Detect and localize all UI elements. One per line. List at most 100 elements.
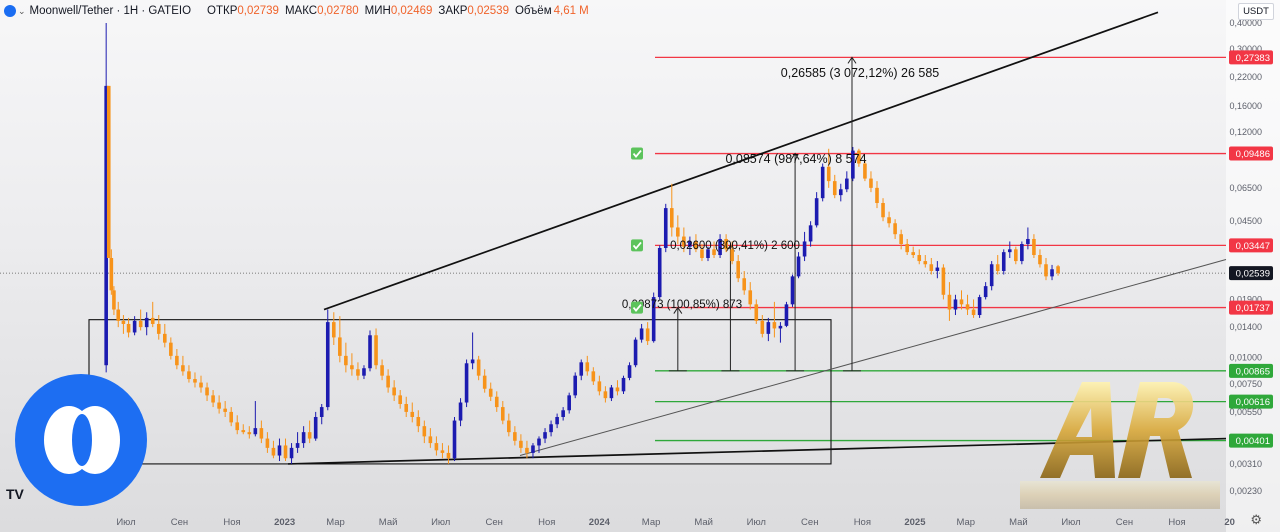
candle-body: [223, 408, 227, 412]
price-level-tag[interactable]: [1229, 146, 1273, 161]
x-tick-label: Май: [379, 517, 398, 528]
last-price-tag[interactable]: [1229, 266, 1273, 281]
candle-body: [881, 203, 885, 218]
candle-body: [911, 252, 916, 256]
candle-body: [778, 325, 783, 329]
x-tick-label: Июл: [1061, 517, 1080, 528]
candle-body: [440, 450, 445, 453]
candle-body: [313, 416, 318, 439]
candle-body: [1007, 249, 1012, 253]
candle-body: [549, 424, 553, 433]
candle-body: [422, 426, 427, 437]
x-tick-label: Июл: [747, 517, 766, 528]
candle-body: [265, 438, 270, 448]
candle-body: [205, 387, 209, 396]
x-tick-label: 2025: [904, 517, 926, 528]
candle-body: [344, 355, 348, 366]
candle-body: [929, 264, 934, 271]
x-tick-label: Сен: [485, 517, 502, 528]
measure-arrowhead: [847, 56, 857, 64]
candle-body: [748, 290, 753, 305]
candle-body: [700, 249, 704, 258]
chevron-down-icon[interactable]: ⌄: [18, 5, 26, 16]
candle-body: [694, 241, 698, 250]
accumulation-box[interactable]: [88, 319, 832, 465]
currency-selector[interactable]: USDT: [1238, 3, 1274, 20]
candle-body: [712, 249, 716, 256]
candle-body: [494, 396, 499, 408]
x-tick-label: Сен: [1116, 517, 1133, 528]
candle-body: [229, 411, 233, 423]
candle-body: [869, 178, 873, 188]
low-label: МИН: [364, 5, 391, 17]
price-level-tag[interactable]: [1229, 50, 1273, 65]
y-tick-label: 0,00550: [1229, 407, 1262, 417]
candle-body: [163, 333, 167, 343]
candle-body: [187, 371, 191, 380]
candle-body: [977, 297, 982, 316]
candle-body: [953, 299, 958, 310]
tradingview-logo-icon[interactable]: TV: [6, 486, 24, 502]
candle-body: [730, 249, 734, 262]
candle-body: [941, 267, 946, 295]
measurement-label: 0,08574 (987,64%) 8 574: [725, 152, 866, 166]
upper-trend-line[interactable]: [323, 11, 1159, 311]
candle-body: [863, 163, 867, 179]
candle-body: [826, 166, 831, 182]
price-level-tag[interactable]: [1229, 238, 1273, 253]
candle-body: [217, 402, 221, 409]
price-level-value: 0,00401: [1236, 436, 1270, 447]
check-mark: [632, 149, 642, 158]
price-level-tag[interactable]: [1229, 433, 1273, 448]
candle-body: [398, 395, 402, 405]
y-tick-label: 0,30000: [1229, 44, 1262, 54]
candle-body: [132, 320, 137, 333]
candle-body: [561, 410, 565, 417]
candle-body: [971, 309, 976, 316]
candle-body: [718, 238, 722, 256]
candle-body: [277, 445, 282, 456]
candle-body: [241, 430, 246, 433]
x-tick-label: 2023: [274, 517, 295, 528]
last-price-value: 0,02539: [1236, 269, 1270, 280]
candle-body: [301, 432, 306, 444]
y-tick-label: 0,12000: [1229, 127, 1262, 137]
price-level-tag[interactable]: [1229, 363, 1273, 378]
price-level-tag[interactable]: [1229, 300, 1273, 315]
y-tick-label: 0,40000: [1229, 18, 1262, 28]
candle-body: [543, 432, 547, 439]
y-tick-label: 0,01400: [1229, 322, 1262, 332]
candle-body: [1050, 269, 1054, 277]
x-tick-label: Ноя: [854, 517, 871, 528]
candle-body: [820, 166, 825, 199]
candle-body: [482, 375, 487, 389]
x-tick-label: Мар: [642, 517, 661, 528]
gear-icon[interactable]: ⚙: [1250, 512, 1262, 527]
candle-body: [121, 320, 126, 324]
support-trend-line[interactable]: [519, 259, 1227, 457]
candle-body: [688, 241, 692, 247]
candle-body: [609, 387, 614, 399]
candle-body: [392, 387, 396, 396]
check-icon: [631, 239, 643, 252]
candle-body: [875, 187, 879, 204]
candle-body: [838, 189, 843, 196]
candle-body: [126, 323, 131, 333]
candle-body: [585, 362, 590, 372]
measure-arrowhead: [790, 152, 800, 160]
candle-body: [416, 416, 421, 427]
y-tick-label: 0,01000: [1229, 353, 1262, 363]
price-level-tag[interactable]: [1229, 394, 1273, 409]
x-tick-label: Мар: [957, 517, 976, 528]
candle-body: [307, 432, 312, 439]
price-level-value: 0,27383: [1236, 53, 1270, 64]
check-mark: [632, 303, 642, 312]
candle-body: [935, 267, 940, 271]
candle-body: [513, 432, 517, 441]
candle-body: [724, 238, 728, 250]
candle-body: [199, 382, 203, 388]
symbol-title[interactable]: Moonwell/Tether · 1H · GATEIO: [29, 5, 192, 17]
candle-body: [138, 320, 143, 328]
candle-body: [116, 309, 121, 321]
